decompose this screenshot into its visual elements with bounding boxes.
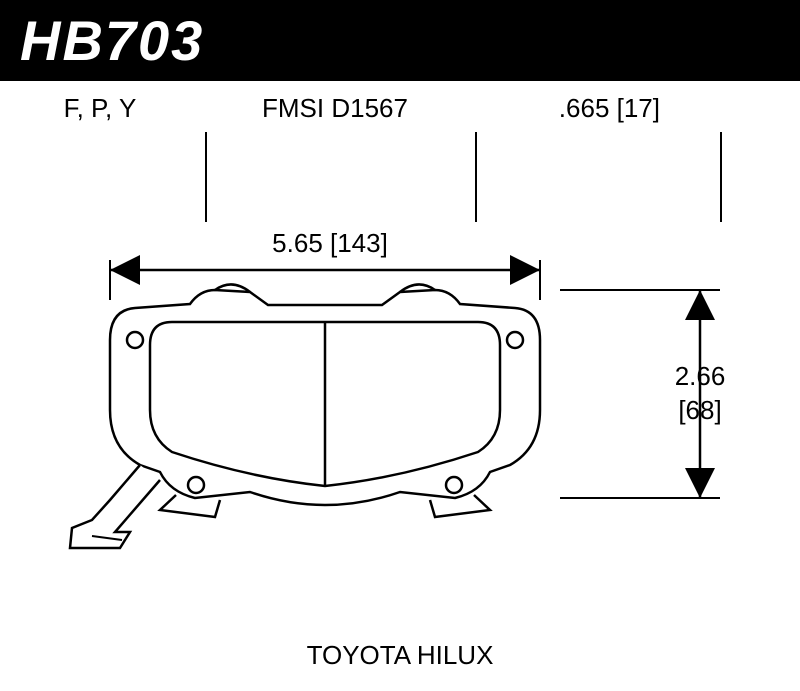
brake-pad-diagram: 5.65 [143] 2.66 [68]	[0, 210, 800, 640]
compounds-cell: F, P, Y	[0, 93, 200, 124]
width-dimension-label: 5.65 [143]	[230, 228, 430, 259]
thickness-cell: .665 [17]	[470, 93, 710, 124]
bottom-tab	[160, 495, 220, 517]
wear-indicator-clip	[70, 465, 160, 548]
part-number-text: HB703	[20, 9, 204, 72]
vehicle-label: TOYOTA HILUX	[0, 640, 800, 671]
fmsi-cell: FMSI D1567	[200, 93, 470, 124]
bottom-tab	[430, 495, 490, 517]
part-number-header: HB703	[0, 0, 800, 81]
divider-line	[205, 132, 207, 222]
divider-line	[475, 132, 477, 222]
height-dimension-label: 2.66 [68]	[650, 360, 750, 428]
info-row: F, P, Y FMSI D1567 .665 [17]	[0, 93, 800, 124]
divider-line	[720, 132, 722, 222]
divider-row	[0, 132, 800, 222]
